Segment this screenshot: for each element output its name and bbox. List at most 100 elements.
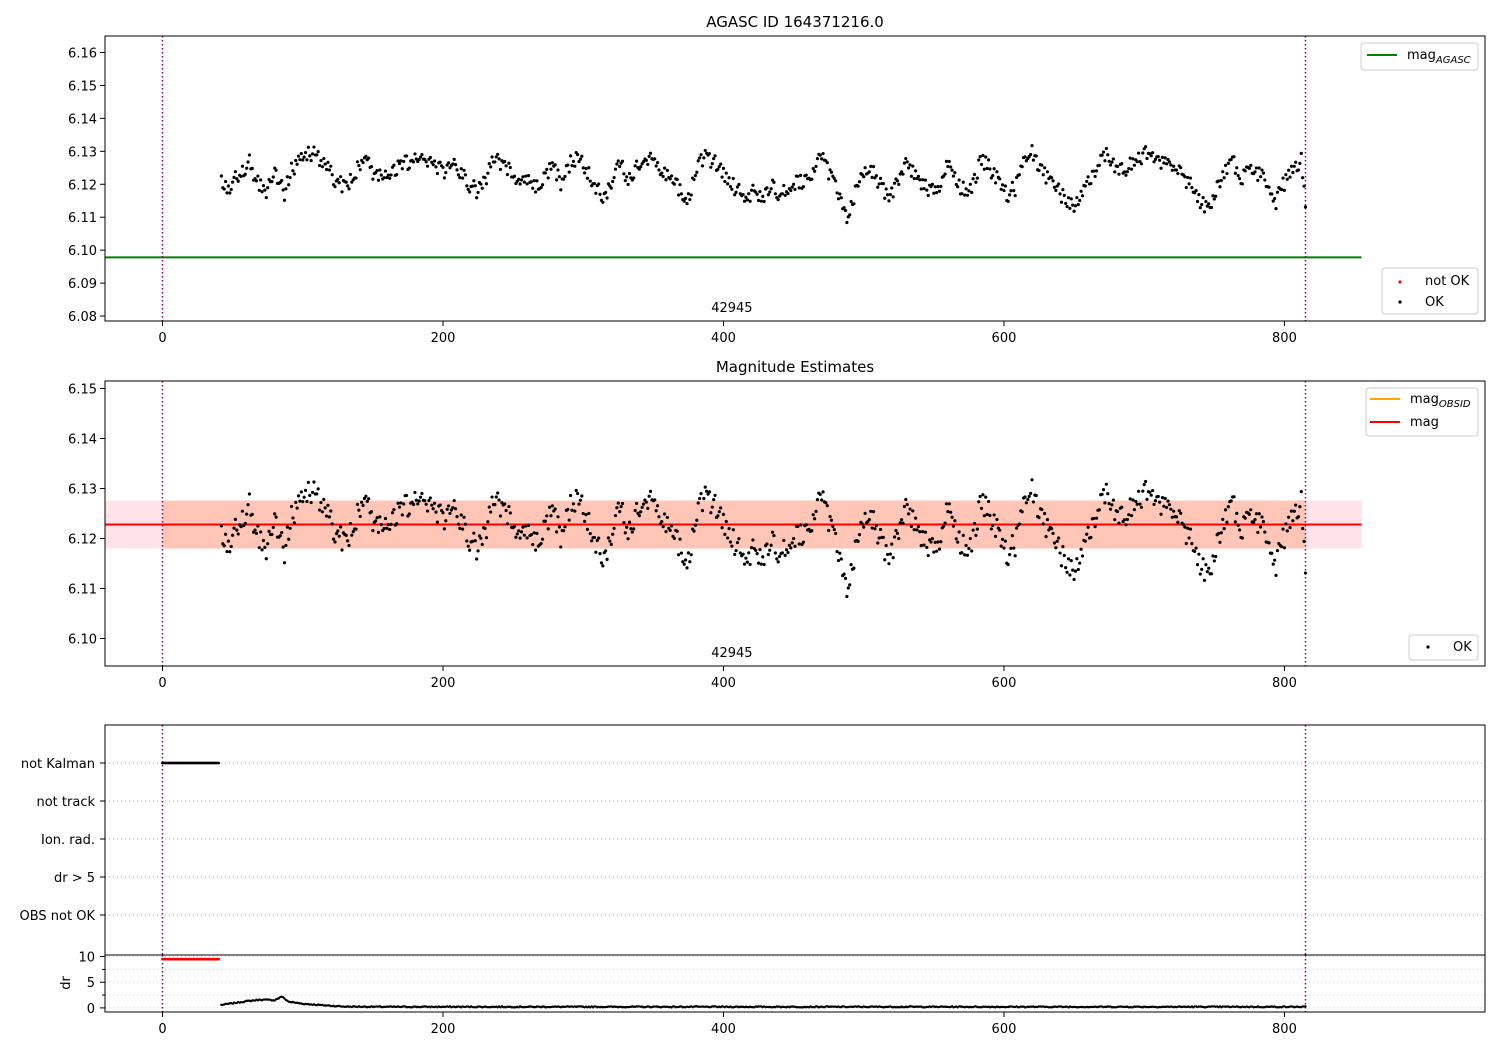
ok-point — [1190, 186, 1194, 190]
y-tick-label: 6.15 — [68, 79, 97, 94]
ok-point — [745, 560, 749, 564]
ok-point — [1251, 520, 1256, 524]
ok-point — [665, 168, 669, 172]
ok-point — [483, 176, 487, 180]
ok-point — [662, 166, 667, 170]
ok-point — [232, 175, 236, 180]
ok-point — [627, 520, 632, 524]
ok-point — [382, 176, 386, 180]
ok-point — [908, 163, 912, 167]
ok-point — [834, 179, 838, 183]
ok-point — [1282, 546, 1287, 550]
ok-point — [974, 180, 978, 184]
ok-point — [914, 516, 918, 520]
ok-point — [1303, 571, 1308, 575]
ok-point — [1287, 168, 1291, 172]
ok-point — [379, 523, 383, 527]
ok-point — [418, 495, 423, 499]
ok-point — [483, 526, 487, 531]
ok-point — [606, 536, 611, 540]
ok-point — [1249, 163, 1253, 167]
ok-point — [388, 527, 392, 532]
ok-point — [707, 490, 712, 494]
ok-point — [399, 501, 403, 505]
ok-point — [1115, 509, 1120, 514]
ok-point — [1274, 573, 1278, 577]
ok-point — [1235, 166, 1239, 170]
ok-point — [431, 163, 435, 167]
ok-point — [684, 558, 688, 562]
ok-point — [583, 171, 587, 175]
ok-point — [320, 165, 324, 169]
ok-point — [578, 498, 583, 502]
ok-point — [772, 533, 776, 538]
ok-point — [681, 560, 685, 564]
ok-point — [1111, 498, 1115, 502]
ok-point — [305, 158, 309, 162]
ok-point — [1020, 510, 1024, 514]
ok-point — [1122, 170, 1127, 174]
ok-point — [992, 167, 996, 171]
ok-point — [521, 525, 525, 529]
ok-point — [566, 163, 570, 167]
ok-point — [573, 509, 577, 513]
ok-point — [1197, 552, 1201, 556]
ok-point — [573, 164, 577, 168]
ok-point — [526, 173, 531, 178]
ok-point — [963, 553, 967, 557]
ok-point — [1127, 166, 1131, 171]
ok-point — [1166, 499, 1170, 503]
ok-point — [324, 167, 329, 172]
ok-point — [1117, 172, 1121, 176]
ok-point — [479, 182, 483, 186]
obsid-label: 42945 — [711, 301, 752, 316]
ok-point — [828, 168, 832, 172]
ok-point — [661, 525, 665, 529]
ok-point — [874, 174, 878, 178]
ok-point — [1059, 564, 1064, 568]
ok-point — [1139, 505, 1144, 510]
ok-point — [1083, 184, 1087, 188]
ok-point — [451, 506, 455, 510]
ok-point — [1034, 493, 1038, 498]
ok-point — [320, 510, 324, 514]
ok-point — [1200, 202, 1204, 207]
ok-point — [1145, 156, 1149, 161]
ok-point — [951, 174, 956, 178]
ok-point — [790, 541, 794, 545]
ok-point — [1065, 204, 1069, 209]
ok-point — [1301, 526, 1305, 531]
ok-point — [1108, 507, 1113, 511]
ok-point — [741, 552, 745, 556]
ok-point — [848, 583, 852, 587]
ok-point — [979, 162, 984, 167]
ok-point — [561, 177, 566, 181]
ok-point — [654, 164, 658, 168]
flag-category-label: dr > 5 — [54, 871, 95, 886]
ok-point — [932, 191, 936, 195]
ok-point — [762, 562, 766, 567]
ok-point — [710, 161, 714, 166]
ok-point — [1275, 190, 1280, 194]
ok-point — [625, 175, 629, 179]
ok-point — [1190, 542, 1194, 546]
ok-point — [1223, 163, 1228, 168]
ok-point — [1174, 168, 1179, 172]
ok-point — [1214, 194, 1218, 198]
ok-point — [337, 181, 341, 185]
ok-point — [1030, 143, 1034, 148]
ok-point — [243, 172, 247, 176]
flag-category-label: not Kalman — [21, 757, 95, 772]
ok-point — [814, 509, 818, 514]
ok-point — [986, 499, 991, 504]
ok-point — [815, 498, 820, 502]
ok-point — [834, 531, 838, 536]
ok-point — [254, 531, 259, 535]
ok-point — [769, 543, 773, 547]
ok-point — [773, 192, 777, 196]
ok-point — [1044, 534, 1048, 539]
ok-point — [581, 166, 585, 170]
ok-point — [892, 181, 897, 185]
ok-point — [1041, 522, 1045, 526]
y-tick-label: 6.16 — [68, 46, 97, 61]
